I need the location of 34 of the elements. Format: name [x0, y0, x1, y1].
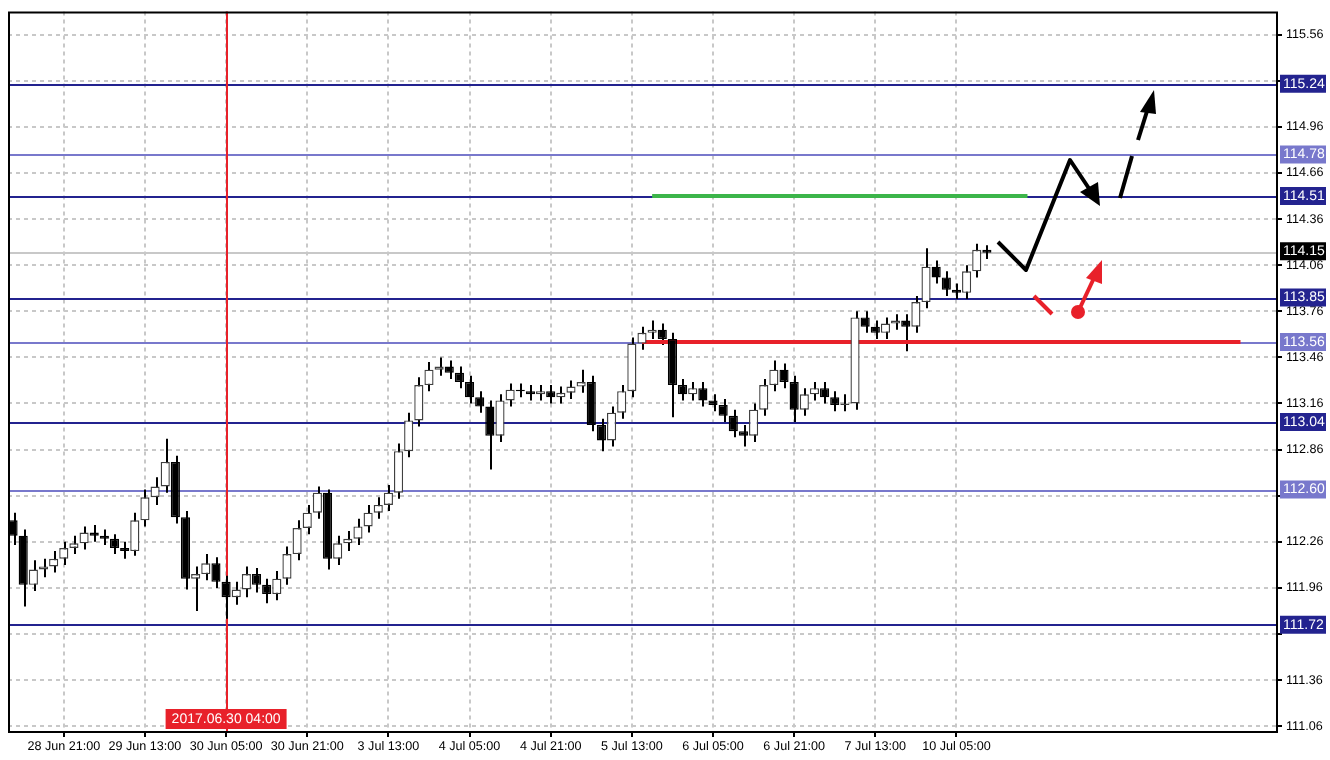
- candlestick: [941, 270, 951, 297]
- candlestick: [383, 483, 393, 513]
- candlestick: [667, 331, 677, 419]
- candlestick: [485, 399, 495, 471]
- candlestick: [789, 374, 799, 423]
- candlestick: [637, 325, 647, 351]
- candlestick: [779, 362, 789, 390]
- candlestick: [49, 550, 59, 574]
- candlestick: [59, 540, 69, 566]
- candlestick: [698, 380, 708, 408]
- candlestick: [759, 377, 769, 417]
- candlestick: [820, 380, 830, 405]
- candlestick: [414, 376, 424, 428]
- candlestick: [221, 574, 231, 620]
- candlestick: [617, 384, 627, 420]
- candlestick: [140, 488, 150, 528]
- candlestick: [373, 496, 383, 520]
- candlestick: [678, 377, 688, 402]
- candlestick: [109, 533, 120, 556]
- candlestick: [282, 545, 292, 586]
- candlestick: [251, 566, 262, 594]
- candlestick: [931, 259, 941, 285]
- candlestick: [830, 390, 840, 413]
- candlestick: [424, 361, 434, 393]
- candlestick: [404, 411, 414, 459]
- candlestick: [353, 517, 363, 546]
- candlestick: [343, 530, 353, 553]
- candlestick: [393, 442, 404, 500]
- candlestick: [464, 374, 475, 405]
- candlestick: [211, 556, 221, 589]
- candlestick: [262, 577, 272, 605]
- candlestick: [657, 322, 667, 347]
- candlestick: [69, 534, 79, 556]
- candlestick: [627, 336, 637, 399]
